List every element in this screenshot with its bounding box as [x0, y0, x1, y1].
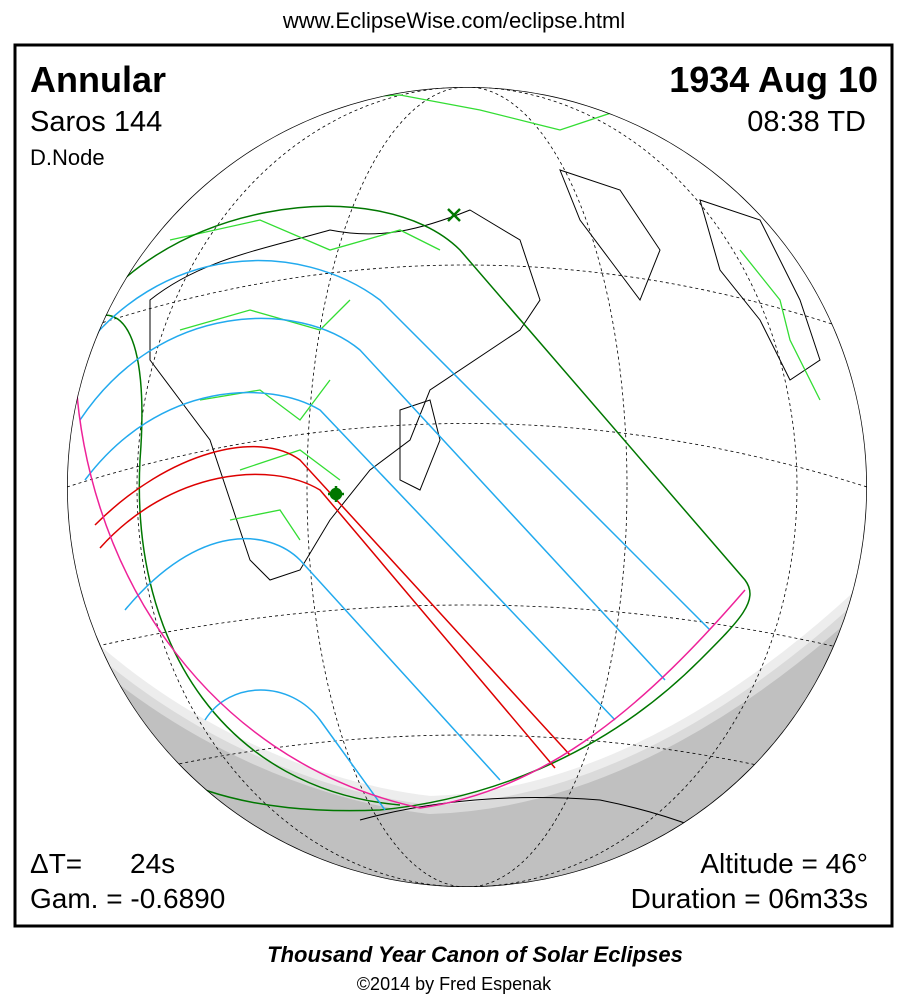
delta-t-value: 24s — [130, 848, 175, 879]
graticule — [67, 87, 867, 887]
copyright: ©2014 by Fred Espenak — [357, 974, 552, 994]
time: 08:38 TD — [747, 106, 866, 138]
globe — [67, 87, 867, 887]
duration: Duration = 06m33s — [631, 883, 868, 914]
saros: Saros 144 — [30, 106, 162, 138]
date: 1934 Aug 10 — [669, 59, 878, 100]
night-shade — [67, 560, 867, 887]
gamma: Gam. = -0.6890 — [30, 883, 225, 914]
node: D.Node — [30, 145, 105, 170]
altitude: Altitude = 46° — [700, 848, 868, 879]
delta-t-label: ΔT= — [30, 848, 82, 879]
url: www.EclipseWise.com/eclipse.html — [282, 8, 625, 33]
eclipse-type: Annular — [30, 59, 166, 100]
greatest-eclipse — [328, 208, 461, 502]
eclipse-paths — [74, 205, 751, 812]
footer-title: Thousand Year Canon of Solar Eclipses — [267, 942, 683, 967]
